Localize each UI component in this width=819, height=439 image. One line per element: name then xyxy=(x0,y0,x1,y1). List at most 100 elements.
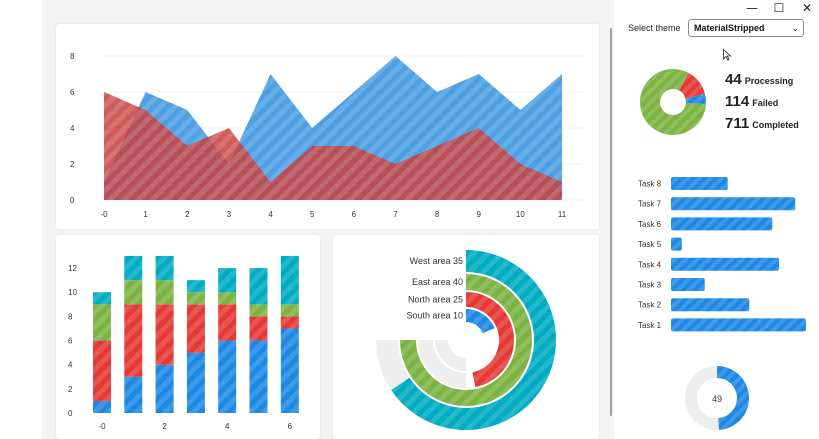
task-bar xyxy=(671,318,806,332)
stacked-bar-segment xyxy=(280,304,299,317)
stacked-bar-segment xyxy=(124,376,143,413)
stacked-bar-segment xyxy=(280,316,299,329)
stat-failed-label: Failed xyxy=(752,98,779,108)
theme-selected-value: MaterialStripped xyxy=(694,23,765,33)
progress-gauge: 49 xyxy=(685,366,750,430)
minimize-icon[interactable]: — xyxy=(746,1,758,15)
radial-bar-south-area xyxy=(466,309,495,334)
area-x-tick: 3 xyxy=(227,210,232,219)
stacked-bar-segment xyxy=(155,304,174,365)
chevron-down-icon: ⌄ xyxy=(791,23,799,33)
radial-label: North area 25 xyxy=(408,295,463,305)
maximize-icon[interactable]: ☐ xyxy=(773,1,785,15)
left-margin xyxy=(0,0,42,439)
donut-slice-completed xyxy=(640,68,706,135)
bar-y-tick: 10 xyxy=(68,288,77,297)
area-x-tick: 5 xyxy=(310,210,315,219)
stacked-bar-segment xyxy=(280,328,299,413)
area-x-tick: 4 xyxy=(268,210,273,219)
stat-processing-value: 44 xyxy=(725,71,742,88)
stat-processing-label: Processing xyxy=(744,76,794,86)
stacked-bar-segment xyxy=(155,280,174,305)
stacked-bar-segment xyxy=(93,304,111,341)
stacked-bar-segment xyxy=(218,268,237,293)
radial-label: West area 35 xyxy=(410,256,463,266)
stat-processing: 44 Processing xyxy=(725,71,793,88)
close-icon[interactable]: ✕ xyxy=(801,1,813,15)
radial-track xyxy=(435,340,466,371)
dashboard-scrollbar[interactable] xyxy=(610,28,612,416)
area-x-tick: -0 xyxy=(100,210,108,219)
bar-y-tick: 0 xyxy=(68,409,73,418)
bar-y-tick: 8 xyxy=(68,312,73,321)
task-label: Task 4 xyxy=(638,260,662,269)
bar-y-tick: 2 xyxy=(68,385,73,394)
task-bar xyxy=(671,257,779,271)
task-label: Task 8 xyxy=(638,180,662,189)
stacked-bar-segment xyxy=(155,256,174,281)
area-x-tick: 1 xyxy=(143,210,148,219)
task-label: Task 6 xyxy=(638,220,662,229)
area-y-tick: 6 xyxy=(70,88,75,97)
stacked-bar-segment xyxy=(186,304,205,353)
stacked-bar-segment xyxy=(155,364,174,413)
stacked-bar-segment xyxy=(249,268,268,305)
area-x-tick: 7 xyxy=(393,210,398,219)
task-bar xyxy=(671,197,796,211)
task-bar-chart: Task 8 Task 7 Task 6 Task 5 Task 4 Task 3 Task… xyxy=(638,177,806,332)
stacked-bar-segment xyxy=(93,292,111,305)
bar-x-tick: 6 xyxy=(288,422,293,431)
stacked-bar-segment xyxy=(93,340,111,401)
theme-label: Select theme xyxy=(628,23,681,33)
stacked-bar-segment xyxy=(93,400,111,413)
area-x-tick: 11 xyxy=(558,210,567,219)
area-x-tick: 6 xyxy=(352,210,357,219)
task-label: Task 2 xyxy=(638,301,662,310)
mouse-cursor-icon xyxy=(723,48,732,61)
bar-y-tick: 6 xyxy=(68,337,73,346)
bar-y-tick: 12 xyxy=(68,264,77,273)
stacked-bar-segment xyxy=(218,292,237,305)
theme-dropdown[interactable]: MaterialStripped ⌄ xyxy=(688,19,804,37)
radial-bar-chart: West area 35 East area 40 North area 25 Sou… xyxy=(376,250,556,430)
stat-completed: 711 Completed xyxy=(725,115,799,132)
stat-completed-value: 711 xyxy=(725,115,750,132)
area-x-tick: 2 xyxy=(185,210,190,219)
area-x-tick: 10 xyxy=(516,210,525,219)
task-label: Task 5 xyxy=(638,240,662,249)
task-label: Task 3 xyxy=(638,281,662,290)
stacked-bar-segment xyxy=(186,352,205,413)
area-y-tick: 8 xyxy=(70,52,75,61)
stacked-bar-segment xyxy=(218,340,237,413)
area-y-tick: 2 xyxy=(70,160,75,169)
area-series-2 xyxy=(104,92,562,200)
task-bar xyxy=(671,237,682,251)
stacked-bar-segment xyxy=(124,280,143,305)
task-bar xyxy=(671,177,728,190)
status-donut xyxy=(640,68,706,135)
stacked-bar-segment xyxy=(218,304,237,341)
stacked-bar-segment xyxy=(249,316,268,341)
stacked-bar-segment xyxy=(249,340,268,413)
stat-completed-label: Completed xyxy=(752,120,799,130)
stacked-bar-segment xyxy=(124,304,143,377)
stacked-bar-segment xyxy=(124,256,143,281)
stacked-bar-segment xyxy=(186,292,205,305)
bar-y-tick: 4 xyxy=(68,361,73,370)
stacked-bar-chart: 0 2 4 6 8 10 12 -0 2 4 6 xyxy=(68,256,299,431)
area-y-tick: 0 xyxy=(70,196,75,205)
donut-slice-failed xyxy=(679,72,705,99)
stacked-bar-segment xyxy=(186,280,205,293)
area-x-tick: 8 xyxy=(435,210,440,219)
stat-failed: 114 Failed xyxy=(725,93,778,110)
radial-label: East area 40 xyxy=(412,277,463,287)
stat-failed-value: 114 xyxy=(725,93,750,110)
radial-track xyxy=(418,340,466,388)
bar-x-tick: 4 xyxy=(225,422,230,431)
task-label: Task 1 xyxy=(638,321,662,330)
radial-bar-north-area xyxy=(466,292,515,388)
gauge-progress-arc xyxy=(717,366,750,430)
donut-slice-processing xyxy=(685,93,706,105)
task-bar xyxy=(671,217,773,231)
task-bar xyxy=(671,278,705,291)
